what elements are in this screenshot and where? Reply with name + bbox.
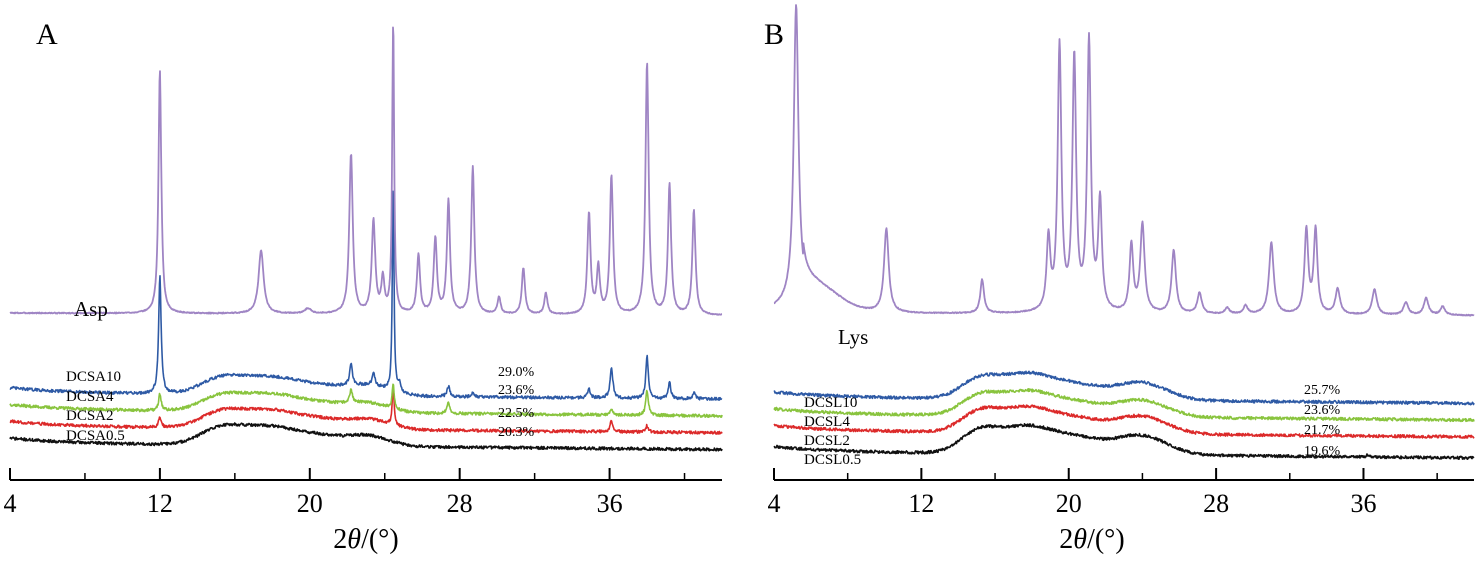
panel-b-series-line-dcsl4 <box>773 387 1475 423</box>
panel-b-series-label: DCSL0.5 <box>804 452 861 468</box>
panel-a-series-label: DCSA10 <box>66 369 121 385</box>
panel-a-series-line-dcsa0-5 <box>9 422 723 452</box>
panel-b-tick-label: 20 <box>1056 489 1082 518</box>
panel-a-crystallinity-label: 29.0% <box>498 365 535 380</box>
panel-b-series-line-dcsl2 <box>773 404 1475 439</box>
panel-b-crystallinity-label: 25.7% <box>1304 383 1341 398</box>
panel-a-tick-label: 36 <box>597 489 623 518</box>
panel-a-series-line-dcsa2 <box>9 387 723 435</box>
panel-b-crystallinity-label: 21.7% <box>1304 423 1341 438</box>
panel-b-series-label: DCSL2 <box>804 433 850 449</box>
panel-a-series-line-dcsa10 <box>9 190 723 401</box>
panel-b-crystallinity-label: 19.6% <box>1304 444 1341 459</box>
panel-b-series-labels: Lys DCSL10 25.7% DCSL4 23.6% DCSL2 21.7% DCSL0.… <box>804 325 1341 468</box>
panel-b-series-line-dcsl0-5 <box>773 422 1475 461</box>
panel-b-crystallinity-label: 23.6% <box>1304 403 1341 418</box>
panel-b-tick-label: 28 <box>1203 489 1229 518</box>
panel-a-series-labels: Asp DCSA10 29.0% DCSA4 23.6% DCSA2 22.5% DCSA0.… <box>66 297 535 444</box>
panel-b-ticks: 4 12 20 28 36 <box>768 468 1438 518</box>
panel-a-tick-label: 20 <box>297 489 323 518</box>
panel-b: 4 12 20 28 36 Lys DCSL10 25.7% DCSL4 23.6% DCSL2 2… <box>764 4 1475 555</box>
panel-b-series-label: DCSL10 <box>804 395 857 411</box>
panel-b-tick-label: 36 <box>1350 489 1376 518</box>
panel-b-series-line-lys <box>773 4 1475 317</box>
panel-a-series-label: DCSA0.5 <box>66 428 125 444</box>
panel-a-x-axis-title-variable: θ <box>347 524 361 555</box>
panel-b-x-axis-title-prefix: 2 <box>1059 524 1073 555</box>
panel-a-label: A <box>36 18 58 51</box>
panel-a-tick-label: 28 <box>447 489 473 518</box>
panel-a-series-label: DCSA2 <box>66 408 114 424</box>
panel-b-x-axis-title: 2θ/(°) <box>1059 524 1124 555</box>
panel-a-tick-label: 4 <box>4 489 17 518</box>
panel-b-series-label: Lys <box>838 325 868 349</box>
panel-a-series-label: DCSA4 <box>66 389 114 405</box>
panel-a-series-line-asp <box>9 26 723 316</box>
panel-a-crystallinity-label: 20.3% <box>498 425 535 440</box>
panel-a-x-axis-title-unit: /(°) <box>361 524 399 555</box>
panel-b-tick-label: 4 <box>768 489 781 518</box>
panel-a-crystallinity-label: 22.5% <box>498 406 535 421</box>
panel-a-crystallinity-label: 23.6% <box>498 383 535 398</box>
panel-b-label: B <box>764 18 784 51</box>
panel-b-curves <box>773 4 1475 461</box>
panel-a: 4 12 20 28 36 Asp DCSA10 29.0% DCSA4 23.6% DCSA2 2… <box>4 18 723 555</box>
panel-a-x-axis-title: 2θ/(°) <box>333 524 398 555</box>
panel-b-series-label: DCSL4 <box>804 414 850 430</box>
panel-a-ticks: 4 12 20 28 36 <box>4 468 686 518</box>
panel-a-series-label: Asp <box>74 297 108 321</box>
panel-a-series-line-dcsa4 <box>9 383 723 419</box>
panel-b-x-axis-title-variable: θ <box>1073 524 1087 555</box>
panel-a-tick-label: 12 <box>147 489 173 518</box>
panel-b-tick-label: 12 <box>908 489 934 518</box>
panel-a-x-axis-title-prefix: 2 <box>333 524 347 555</box>
panel-a-curves <box>9 26 723 452</box>
panel-b-series-line-dcsl10 <box>773 370 1475 406</box>
panel-b-x-axis-title-unit: /(°) <box>1087 524 1125 555</box>
